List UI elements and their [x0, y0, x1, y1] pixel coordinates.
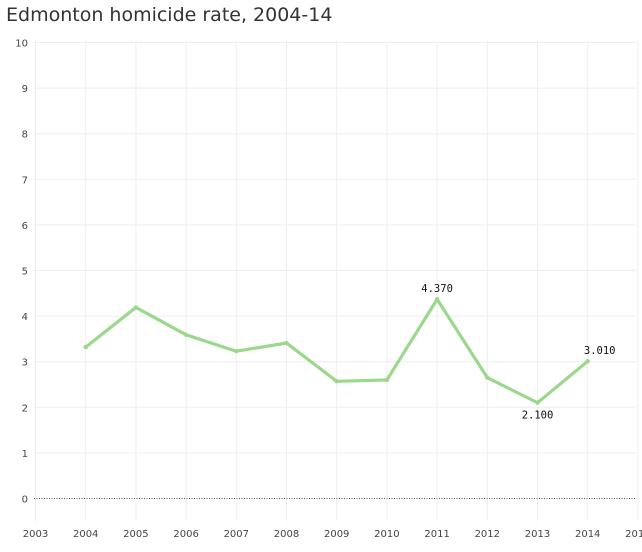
x-tick-label: 2012	[475, 529, 500, 540]
data-labels: 4.370 2.100 3.010	[421, 283, 615, 422]
y-tick-label: 9	[22, 84, 28, 95]
data-point[interactable]	[83, 344, 88, 350]
x-tick-label: 2015	[625, 529, 642, 540]
x-tick-label: 2014	[575, 529, 600, 540]
y-tick-label: 1	[22, 449, 28, 460]
x-tick-label: 2003	[23, 529, 48, 540]
x-tick-label: 2007	[224, 529, 249, 540]
x-tick-label: 2005	[123, 529, 148, 540]
y-tick-label: 7	[22, 175, 28, 186]
data-point[interactable]	[183, 332, 189, 337]
data-label: 3.010	[584, 345, 616, 357]
data-point[interactable]	[334, 379, 339, 384]
data-point[interactable]	[485, 375, 490, 380]
series	[83, 297, 590, 405]
y-axis-ticks: 0 1 2 3 4 5 6 7 8 9 10	[15, 39, 28, 506]
chart-title: Edmonton homicide rate, 2004-14	[6, 4, 333, 26]
x-tick-label: 2013	[525, 529, 550, 540]
grid	[34, 41, 639, 521]
x-tick-label: 2009	[324, 529, 349, 540]
x-tick-label: 2010	[374, 529, 399, 540]
y-tick-label: 6	[22, 221, 28, 232]
data-point[interactable]	[535, 400, 540, 405]
y-tick-label: 2	[22, 403, 28, 414]
y-tick-label: 5	[22, 267, 28, 278]
x-tick-label: 2006	[173, 529, 198, 540]
y-tick-label: 3	[22, 358, 28, 369]
data-point[interactable]	[434, 297, 440, 302]
x-tick-label: 2004	[73, 529, 98, 540]
data-point[interactable]	[384, 377, 390, 383]
y-tick-label: 4	[22, 312, 28, 323]
data-point[interactable]	[585, 359, 590, 364]
data-point[interactable]	[284, 340, 289, 346]
y-tick-label: 8	[22, 130, 28, 141]
x-axis-ticks: 2003 2004 2005 2006 2007 2008 2009 2010 2011 2012…	[23, 529, 642, 540]
y-tick-label: 0	[22, 495, 28, 506]
x-tick-label: 2011	[424, 529, 449, 540]
x-tick-label: 2008	[274, 529, 299, 540]
data-point[interactable]	[234, 349, 239, 354]
data-label: 2.100	[522, 410, 554, 422]
data-label: 4.370	[421, 283, 453, 295]
y-tick-label: 10	[15, 39, 28, 50]
data-point[interactable]	[133, 305, 139, 310]
